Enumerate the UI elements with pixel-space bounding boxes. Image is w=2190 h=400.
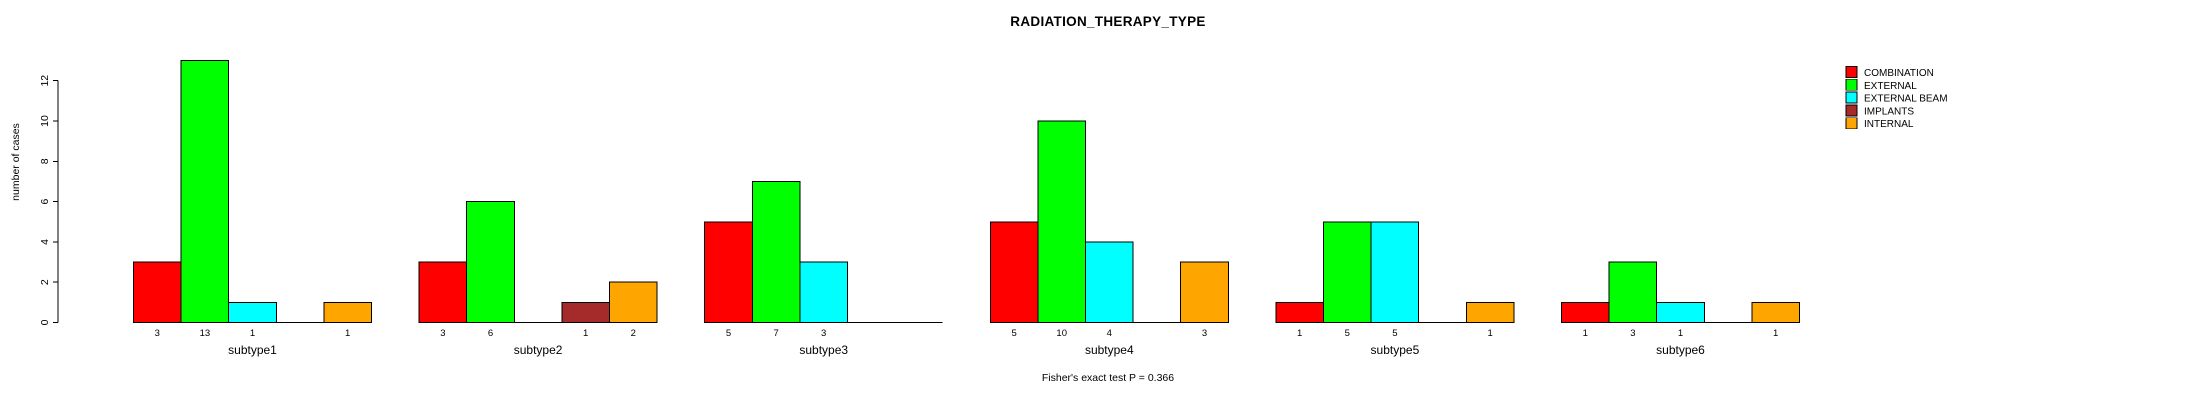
legend-swatch-combination [1845, 66, 1858, 78]
bar-value-label: 1 [1773, 328, 1778, 339]
bar-subtype5-internal [1465, 301, 1515, 324]
bar-value-label: 13 [200, 328, 211, 339]
bar-value-label: 1 [345, 328, 350, 339]
x-axis-group-label: subtype6 [1656, 343, 1705, 357]
y-axis-tick-label: 4 [39, 239, 51, 245]
x-axis-group-label: subtype4 [1085, 343, 1134, 357]
bar-subtype6-external-beam [1656, 301, 1705, 324]
bar-value-label: 5 [1345, 328, 1350, 339]
bar-subtype4-external-beam [1085, 241, 1134, 323]
legend-swatch-internal [1845, 117, 1858, 130]
y-axis-tick-label: 12 [39, 75, 51, 87]
y-axis-tick-label: 2 [39, 279, 51, 285]
bar-subtype1-external [180, 60, 230, 324]
y-axis-tick-label: 6 [39, 199, 51, 205]
bar-subtype2-implants [561, 301, 611, 324]
bar-subtype5-combination [1275, 301, 1325, 324]
legend-label: INTERNAL [1864, 119, 1914, 130]
bar-value-label: 3 [1630, 328, 1635, 339]
bar-value-label: 3 [440, 328, 445, 339]
bar-subtype4-external [1037, 120, 1087, 323]
chart-title: RADIATION_THERAPY_TYPE [1010, 14, 1206, 29]
x-axis-group-label: subtype1 [228, 343, 277, 357]
bar-subtype6-combination [1561, 301, 1610, 324]
bar-subtype4-combination [989, 221, 1039, 323]
bar-value-label: 1 [1678, 328, 1683, 339]
y-axis-tick-label: 8 [39, 158, 51, 164]
bar-value-label: 3 [155, 328, 160, 339]
legend-label: COMBINATION [1864, 68, 1934, 79]
bar-subtype2-internal [609, 281, 658, 324]
bar-value-label: 1 [250, 328, 255, 339]
bar-value-label: 5 [1011, 328, 1016, 339]
bar-value-label: 3 [821, 328, 826, 339]
fisher-test-annotation: Fisher's exact test P = 0.366 [1041, 372, 1175, 384]
bar-subtype5-external [1323, 221, 1372, 323]
bar-subtype5-external-beam [1370, 221, 1420, 323]
bar-value-label: 4 [1107, 328, 1112, 339]
x-axis-group-label: subtype2 [514, 343, 563, 357]
bar-value-label: 6 [488, 328, 493, 339]
bar-subtype3-combination [704, 221, 753, 323]
bar-subtype2-external [466, 201, 515, 324]
bar-subtype2-combination [418, 261, 468, 323]
x-axis-group-label: subtype5 [1371, 343, 1420, 357]
bar-subtype6-external [1608, 261, 1658, 323]
bar-value-label: 10 [1056, 328, 1067, 339]
legend-label: IMPLANTS [1864, 106, 1914, 117]
bar-value-label: 2 [631, 328, 636, 339]
bar-subtype4-internal [1180, 261, 1229, 323]
bar-value-label: 5 [1392, 328, 1397, 339]
bar-value-label: 7 [773, 328, 778, 339]
bar-value-label: 1 [1583, 328, 1588, 339]
bar-subtype1-external-beam [228, 301, 277, 324]
bar-value-label: 3 [1202, 328, 1207, 339]
bar-value-label: 5 [726, 328, 731, 339]
bar-value-label: 1 [1297, 328, 1302, 339]
y-axis-tick-label: 0 [39, 319, 51, 325]
legend-label: EXTERNAL BEAM [1864, 94, 1948, 105]
bar-subtype6-internal [1751, 301, 1801, 324]
y-axis-tick-label: 10 [39, 115, 51, 127]
legend-swatch-implants [1845, 104, 1858, 117]
legend-swatch-external [1845, 78, 1858, 91]
x-axis-group-label: subtype3 [799, 343, 848, 357]
bar-subtype3-external [751, 180, 801, 323]
legend-swatch-external-beam [1845, 91, 1858, 104]
legend-label: EXTERNAL [1864, 81, 1917, 92]
bar-subtype3-external-beam [799, 261, 849, 323]
bar-value-label: 1 [583, 328, 588, 339]
bar-value-label: 1 [1487, 328, 1492, 339]
bar-subtype1-combination [133, 261, 182, 323]
bar-subtype1-internal [323, 301, 372, 324]
